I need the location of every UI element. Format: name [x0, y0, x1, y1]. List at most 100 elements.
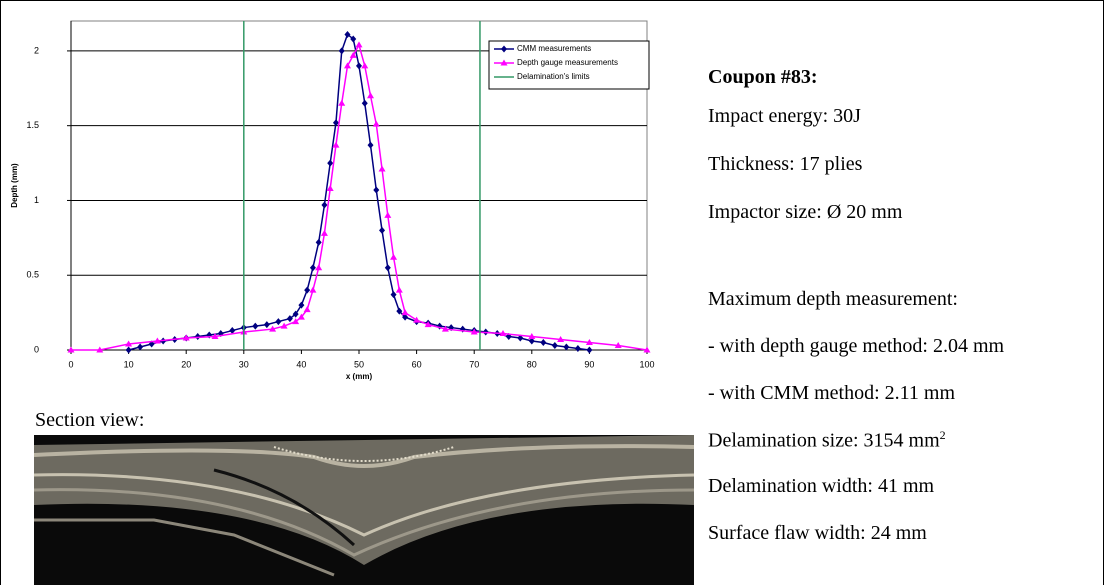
marker [304, 286, 311, 294]
marker [356, 62, 362, 70]
marker [263, 321, 270, 329]
marker [563, 343, 570, 351]
marker [517, 334, 524, 342]
y-tick-label: 0.5 [26, 270, 39, 280]
marker [229, 327, 236, 335]
marker [361, 99, 368, 107]
legend-label: Depth gauge measurements [517, 58, 618, 67]
text: Delamination size: 3154 mm [708, 429, 940, 452]
x-tick-label: 100 [639, 359, 654, 369]
marker [292, 310, 299, 318]
marker [320, 229, 328, 236]
marker [540, 339, 547, 347]
marker [252, 322, 259, 330]
marker [67, 346, 75, 353]
marker [182, 334, 190, 341]
marker [396, 307, 403, 315]
legend-box [488, 40, 650, 90]
marker [326, 184, 334, 191]
marker [470, 328, 478, 335]
marker [297, 313, 305, 320]
x-tick-label: 40 [296, 359, 306, 369]
marker [361, 62, 369, 69]
marker [402, 313, 409, 321]
marker [384, 211, 392, 218]
marker [585, 339, 593, 346]
marker [343, 62, 351, 69]
info-title: Coupon #83: [708, 66, 818, 88]
marker [309, 264, 316, 272]
marker [332, 119, 339, 127]
x-tick-label: 50 [354, 359, 364, 369]
section-photo [34, 435, 694, 585]
info-line: Impactor size: Ø 20 mm [708, 201, 903, 223]
marker [501, 45, 507, 53]
marker [390, 253, 398, 260]
y-axis-label: Depth (mm) [10, 163, 19, 208]
marker [499, 330, 507, 337]
marker [390, 291, 397, 299]
marker [367, 92, 375, 99]
marker [292, 318, 300, 325]
x-tick-label: 80 [527, 359, 537, 369]
info-line: Impact energy: 30J [708, 105, 861, 127]
info-line: Delamination width: 41 mm [708, 475, 935, 497]
marker [315, 238, 322, 246]
marker [153, 337, 161, 344]
legend: CMM measurements Depth gauge measurements… [488, 40, 650, 90]
x-axis-label: x (mm) [346, 372, 373, 381]
marker [528, 337, 535, 345]
section-label: Section view: [35, 409, 145, 431]
marker [373, 186, 380, 194]
marker [269, 325, 277, 332]
marker [125, 346, 132, 354]
info-line: - with CMM method: 2.11 mm [708, 382, 956, 404]
info-line: Maximum depth measurement: [708, 288, 958, 310]
marker [125, 340, 133, 347]
marker [303, 306, 311, 313]
marker [378, 165, 386, 172]
marker [309, 286, 317, 293]
y-tick-label: 1 [34, 195, 39, 205]
legend-label: CMM measurements [517, 44, 591, 53]
marker [500, 59, 508, 66]
x-tick-label: 60 [412, 359, 422, 369]
marker [332, 141, 340, 148]
marker [211, 333, 219, 340]
marker [298, 301, 305, 309]
marker [350, 35, 357, 43]
marker [643, 346, 651, 353]
marker [355, 41, 363, 48]
x-tick-label: 20 [181, 359, 191, 369]
y-tick-label: 1.5 [26, 120, 39, 130]
marker [441, 325, 449, 332]
x-tick-label: 10 [124, 359, 134, 369]
marker [413, 316, 421, 323]
info-line: Thickness: 17 plies [708, 153, 863, 175]
marker [344, 30, 351, 38]
marker [395, 286, 403, 293]
delamination-size: Delamination size: 3154 mm2 [708, 428, 946, 453]
marker [338, 47, 345, 55]
y-tick-label: 2 [34, 45, 39, 55]
x-tick-label: 70 [469, 359, 479, 369]
marker [349, 51, 357, 58]
marker [528, 333, 536, 340]
marker [327, 159, 334, 167]
marker [338, 99, 346, 106]
info-line: - with depth gauge method: 2.04 mm [708, 335, 1005, 357]
marker [586, 346, 593, 354]
marker [275, 318, 282, 326]
marker [280, 322, 288, 329]
marker [401, 309, 409, 316]
marker [194, 333, 201, 341]
x-tick-label: 0 [68, 359, 73, 369]
y-tick-label: 0 [34, 344, 39, 354]
marker [137, 343, 144, 351]
marker [367, 141, 374, 149]
superscript: 2 [939, 428, 946, 442]
marker [557, 336, 565, 343]
marker [321, 201, 328, 209]
